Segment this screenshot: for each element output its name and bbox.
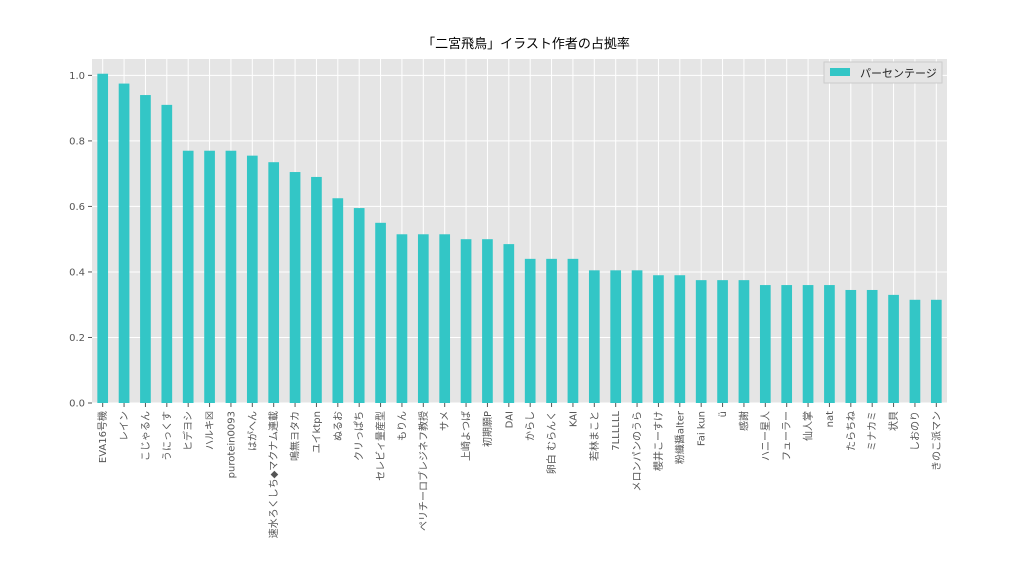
x-tick-label: ハルキ☒ [205,411,216,450]
y-tick-label: 1.0 [69,71,85,82]
x-tick-label: 感謝 [737,411,750,431]
bar [246,155,258,403]
bar [610,270,622,403]
bars [97,73,942,404]
x-tick-label: ユイktpn [312,411,323,453]
x-axis-ticks: EVA16号機 レイン こじゃるん うにっくす ヒデヨシ ハルキ☒ purotein0093… [96,403,943,538]
bar [140,95,151,404]
x-tick-label: もりん [396,411,408,441]
bar [353,208,365,403]
y-tick-label: 0.0 [69,399,85,410]
bar [503,244,515,403]
legend: パーセンテージ [823,61,943,84]
bar [866,289,878,403]
x-tick-label: 速水ろくしち◆マクナム連載 [267,411,280,538]
bar [674,275,686,403]
x-tick-label: DAI [504,411,515,428]
x-tick-label: purotein0093 [226,411,237,478]
y-tick-label: 0.8 [69,136,85,147]
bar [802,285,814,403]
x-tick-label: 卵白 むらんく [545,411,558,474]
x-tick-label: フューラー [781,411,793,461]
x-tick-label: ミナカミ [867,411,879,451]
y-axis-ticks: 0.0 0.2 0.4 0.6 0.8 1.0 [69,71,92,410]
bar [482,239,493,403]
x-tick-label: 上崎よつば [460,411,473,461]
x-tick-label: nat [825,411,836,427]
x-tick-label: KAI [568,411,579,427]
x-tick-label: しおのり [909,411,921,451]
bar [460,239,472,403]
bar [588,270,600,403]
bar [845,289,857,403]
x-tick-label: セレビィ量産型 [374,411,387,481]
x-tick-label: 鳴無ヨタカ [289,411,302,461]
bar [631,270,643,403]
x-tick-label: ぬるお [332,411,344,441]
y-tick-label: 0.6 [69,202,85,213]
legend-swatch [830,68,850,76]
bar [546,258,557,403]
chart-title: 「二宮飛鳥」イラスト作者の占拠率 [422,36,630,52]
bar [909,299,921,403]
x-tick-label: 状貝 [887,411,900,431]
bar [161,104,173,403]
y-tick-label: 0.4 [69,267,85,278]
legend-label: パーセンテージ [860,67,937,80]
x-tick-label: レイン [120,411,131,441]
bar [268,162,280,403]
bar [930,299,942,403]
bar [332,198,344,403]
x-tick-label: メロンパンのうら [632,411,644,492]
bar [567,258,579,403]
x-tick-label: 若林まこと [588,411,601,461]
x-tick-label: こじゃるん [140,411,152,461]
bar [225,150,237,403]
bar [695,280,707,403]
x-tick-label: サメ [439,411,451,431]
bar [204,150,215,403]
plot-background [92,59,947,403]
bar [781,285,793,403]
x-tick-label: ü [718,411,729,417]
bar [417,234,429,403]
bar [311,176,322,403]
x-tick-label: クリっぱち [354,411,366,461]
x-tick-label: 7LLLLLL [611,411,622,451]
x-tick-label: からし [525,411,537,441]
bar [439,234,451,403]
bar [289,172,301,403]
x-tick-label: Fai kun [697,411,708,446]
bar [375,222,386,403]
x-tick-label: たらちね [845,411,857,451]
x-tick-label: きのこ派マン [931,411,943,471]
bar [759,285,771,403]
x-tick-label: ヒデヨシ [182,411,195,451]
bar [738,280,750,403]
x-tick-label: EVA16号機 [96,411,109,463]
bar [653,275,664,403]
legend-frame [823,61,943,84]
x-tick-label: 粉織醤alter [673,410,686,464]
x-tick-label: 櫻井こーすけ [652,411,665,471]
bar [182,150,194,403]
bar [888,294,899,403]
x-tick-label: はがへん [246,411,259,451]
bar [824,285,835,403]
x-tick-label: うにっくす [161,411,173,461]
bar [396,234,408,403]
bar [97,73,109,403]
bar [717,280,728,403]
x-tick-label: ペリチーロブレジネフ教授 [417,411,430,531]
x-tick-label: 初期願P [481,411,494,447]
bar [118,83,130,404]
y-tick-label: 0.2 [69,333,85,344]
x-tick-label: ハニー星人 [760,411,772,461]
bar [524,258,536,403]
x-tick-label: 仙人掌 [802,411,815,441]
